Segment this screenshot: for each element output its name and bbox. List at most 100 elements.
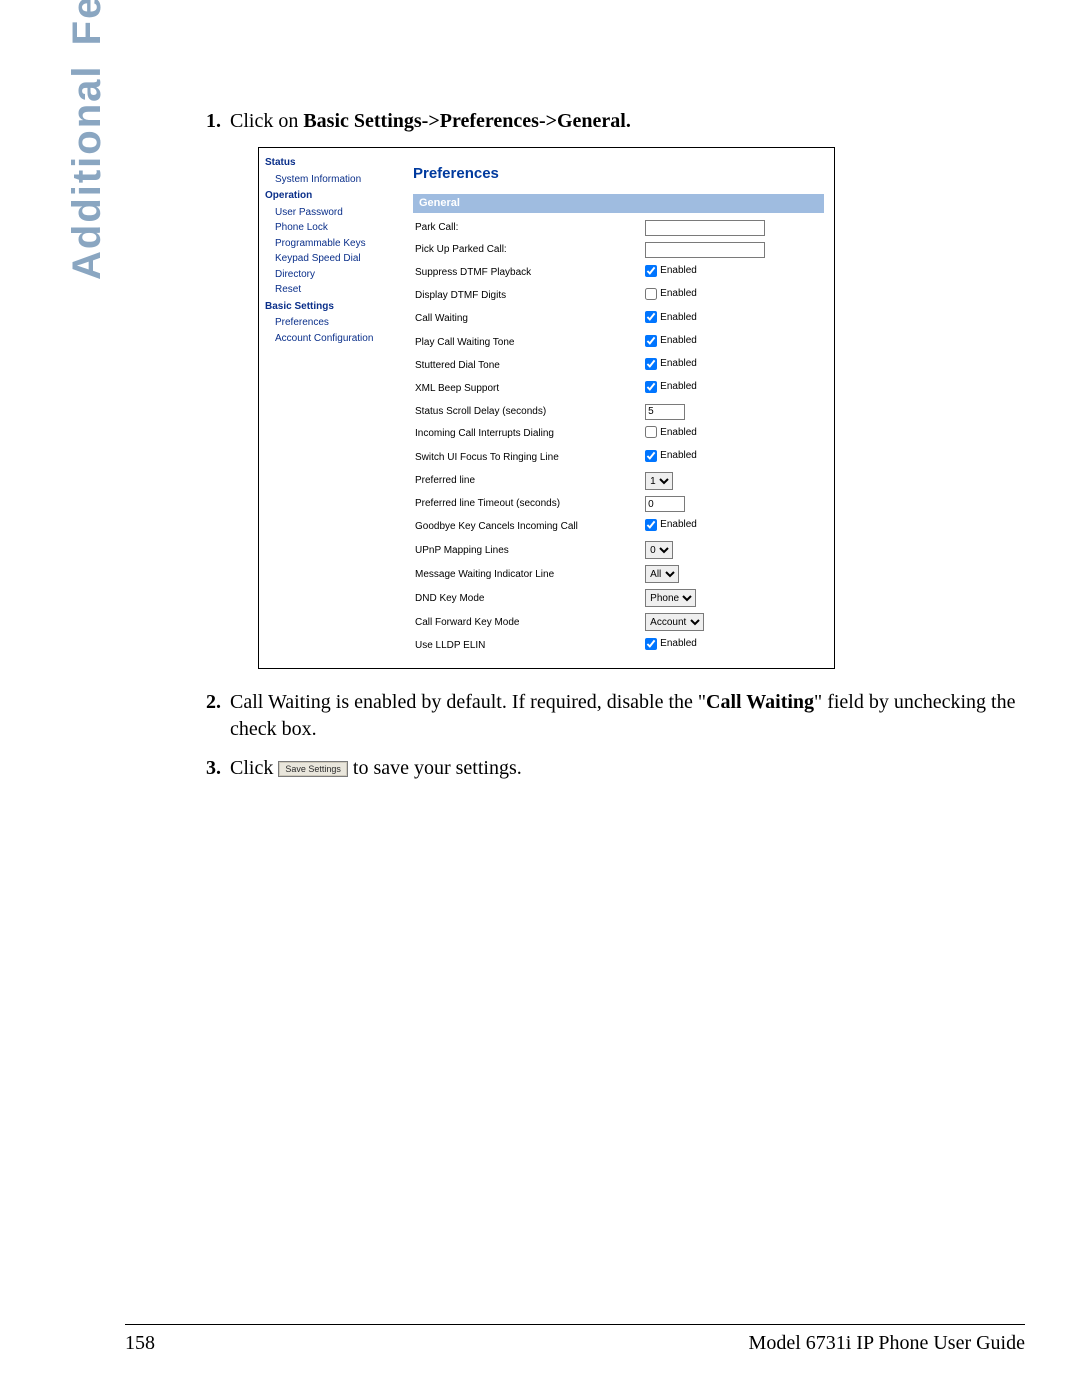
row-upnp: UPnP Mapping Lines 0 <box>413 538 824 562</box>
nav-item-directory[interactable]: Directory <box>265 267 405 283</box>
enabled-label: Enabled <box>660 426 697 440</box>
label-dnd: DND Key Mode <box>413 586 643 610</box>
input-pickup[interactable] <box>645 242 765 258</box>
checkbox-call-waiting[interactable] <box>645 311 657 323</box>
nav-item-reset[interactable]: Reset <box>265 282 405 298</box>
row-call-waiting: Call Waiting Enabled <box>413 308 824 331</box>
step-2: Call Waiting is enabled by default. If r… <box>226 689 1028 743</box>
footer: 158 Model 6731i IP Phone User Guide <box>125 1332 1025 1355</box>
select-dnd[interactable]: Phone <box>645 589 696 607</box>
side-tab-label: Additional Features <box>65 0 110 280</box>
enabled-label: Enabled <box>660 380 697 394</box>
row-pickup: Pick Up Parked Call: <box>413 239 824 261</box>
checkbox-stuttered[interactable] <box>645 358 657 370</box>
row-goodbye: Goodbye Key Cancels Incoming Call Enable… <box>413 515 824 538</box>
enabled-label: Enabled <box>660 264 697 278</box>
body-area: Click on Basic Settings->Preferences->Ge… <box>198 108 1028 794</box>
select-cf-key[interactable]: Account <box>645 613 704 631</box>
step-3: Click Save Settings to save your setting… <box>226 755 1028 782</box>
steps-list: Click on Basic Settings->Preferences->Ge… <box>198 108 1028 782</box>
label-scroll-delay: Status Scroll Delay (seconds) <box>413 401 643 423</box>
row-dnd: DND Key Mode Phone <box>413 586 824 610</box>
enabled-label: Enabled <box>660 449 697 463</box>
tab-word-1: Additional <box>65 64 109 280</box>
label-preferred-timeout: Preferred line Timeout (seconds) <box>413 493 643 515</box>
nav-sidebar: Status System Information Operation User… <box>259 148 409 668</box>
label-goodbye: Goodbye Key Cancels Incoming Call <box>413 515 643 538</box>
nav-item-preferences[interactable]: Preferences <box>265 315 405 331</box>
row-play-cw-tone: Play Call Waiting Tone Enabled <box>413 331 824 354</box>
enabled-label: Enabled <box>660 287 697 301</box>
step-1: Click on Basic Settings->Preferences->Ge… <box>226 108 1028 669</box>
enabled-label: Enabled <box>660 357 697 371</box>
label-preferred-line: Preferred line <box>413 469 643 493</box>
label-incoming-interrupt: Incoming Call Interrupts Dialing <box>413 423 643 446</box>
row-scroll-delay: Status Scroll Delay (seconds) <box>413 401 824 423</box>
section-general-header: General <box>413 194 824 213</box>
input-park-call[interactable] <box>645 220 765 236</box>
label-display-dtmf: Display DTMF Digits <box>413 284 643 307</box>
row-preferred-line: Preferred line 1 <box>413 469 824 493</box>
label-upnp: UPnP Mapping Lines <box>413 538 643 562</box>
enabled-label: Enabled <box>660 518 697 532</box>
row-preferred-timeout: Preferred line Timeout (seconds) <box>413 493 824 515</box>
checkbox-display-dtmf[interactable] <box>645 288 657 300</box>
checkbox-play-cw-tone[interactable] <box>645 335 657 347</box>
footer-rule <box>125 1324 1025 1325</box>
save-settings-button[interactable]: Save Settings <box>278 761 348 777</box>
label-play-cw-tone: Play Call Waiting Tone <box>413 331 643 354</box>
nav-item-system-info[interactable]: System Information <box>265 172 405 188</box>
select-mwi[interactable]: All <box>645 565 679 583</box>
enabled-label: Enabled <box>660 334 697 348</box>
checkbox-switch-focus[interactable] <box>645 450 657 462</box>
row-cf-key: Call Forward Key Mode Account <box>413 610 824 634</box>
row-switch-focus: Switch UI Focus To Ringing Line Enabled <box>413 446 824 469</box>
input-preferred-timeout[interactable] <box>645 496 685 512</box>
checkbox-suppress-dtmf[interactable] <box>645 265 657 277</box>
nav-heading-operation: Operation <box>265 189 405 203</box>
row-mwi: Message Waiting Indicator Line All <box>413 562 824 586</box>
document-page: Additional Features Click on Basic Setti… <box>0 0 1080 1397</box>
step-3-text-b: to save your settings. <box>348 757 522 779</box>
nav-item-keypad-speed-dial[interactable]: Keypad Speed Dial <box>265 251 405 267</box>
label-switch-focus: Switch UI Focus To Ringing Line <box>413 446 643 469</box>
input-scroll-delay[interactable] <box>645 404 685 420</box>
preferences-content: Preferences General Park Call: Pick Up P… <box>409 148 834 668</box>
nav-item-programmable-keys[interactable]: Programmable Keys <box>265 236 405 252</box>
step-1-text: Click on <box>230 110 303 132</box>
label-call-waiting: Call Waiting <box>413 308 643 331</box>
nav-heading-status: Status <box>265 156 405 170</box>
label-stuttered: Stuttered Dial Tone <box>413 354 643 377</box>
nav-item-phone-lock[interactable]: Phone Lock <box>265 220 405 236</box>
enabled-label: Enabled <box>660 311 697 325</box>
checkbox-goodbye[interactable] <box>645 519 657 531</box>
step-2-text-a: Call Waiting is enabled by default. If r… <box>230 691 706 713</box>
label-suppress-dtmf: Suppress DTMF Playback <box>413 261 643 284</box>
settings-table: Park Call: Pick Up Parked Call: Suppress… <box>413 217 824 658</box>
nav-item-user-password[interactable]: User Password <box>265 205 405 221</box>
tab-word-2: Features <box>65 0 109 45</box>
step-2-bold: Call Waiting <box>706 691 814 713</box>
label-mwi: Message Waiting Indicator Line <box>413 562 643 586</box>
checkbox-xml-beep[interactable] <box>645 381 657 393</box>
nav-item-account-configuration[interactable]: Account Configuration <box>265 331 405 347</box>
label-park-call: Park Call: <box>413 217 643 239</box>
checkbox-incoming-interrupt[interactable] <box>645 426 657 438</box>
row-display-dtmf: Display DTMF Digits Enabled <box>413 284 824 307</box>
nav-heading-basic-settings: Basic Settings <box>265 300 405 314</box>
label-pickup: Pick Up Parked Call: <box>413 239 643 261</box>
select-preferred-line[interactable]: 1 <box>645 472 673 490</box>
step-1-bold: Basic Settings->Preferences->General. <box>303 110 631 132</box>
preferences-panel: Status System Information Operation User… <box>258 147 835 669</box>
label-cf-key: Call Forward Key Mode <box>413 610 643 634</box>
select-upnp[interactable]: 0 <box>645 541 673 559</box>
label-lldp: Use LLDP ELIN <box>413 634 643 657</box>
label-xml-beep: XML Beep Support <box>413 377 643 400</box>
checkbox-lldp[interactable] <box>645 638 657 650</box>
row-incoming-interrupt: Incoming Call Interrupts Dialing Enabled <box>413 423 824 446</box>
enabled-label: Enabled <box>660 637 697 651</box>
step-3-text-a: Click <box>230 757 278 779</box>
preferences-title: Preferences <box>413 164 824 184</box>
page-number: 158 <box>125 1332 155 1355</box>
row-park-call: Park Call: <box>413 217 824 239</box>
